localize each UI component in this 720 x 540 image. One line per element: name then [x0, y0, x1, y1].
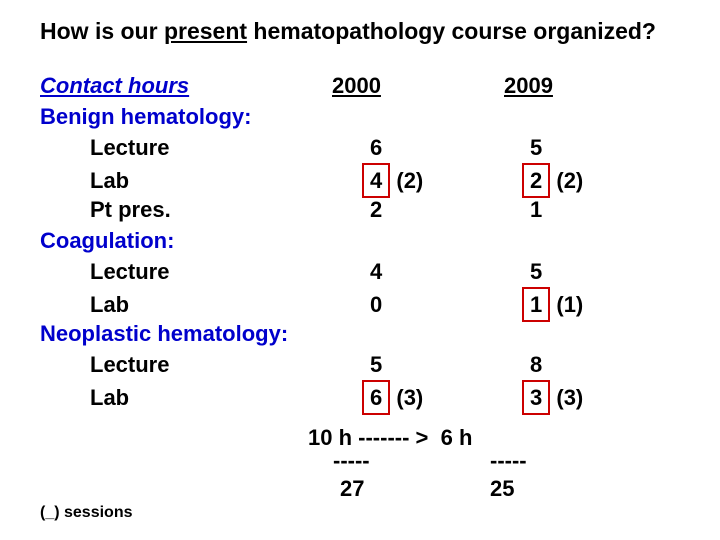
header-col-2009: 2009: [492, 70, 664, 101]
title-underlined: present: [164, 18, 247, 44]
dashes-col2: -----: [490, 448, 527, 474]
neo-lab-2000-paren: (3): [396, 385, 423, 410]
total-2000: 27: [340, 476, 364, 502]
benign-pt-row: Pt pres. 2 1: [40, 194, 680, 225]
benign-lab-2009: 2: [522, 163, 550, 198]
neo-lecture-2009: 8: [530, 349, 690, 380]
arrow-dashes: ------- >: [358, 425, 428, 450]
neo-lab-2000-cell: 6 (3): [370, 380, 530, 415]
title-pre: How is our: [40, 18, 164, 44]
dashes-col1: -----: [333, 448, 370, 474]
footnote: (_) sessions: [40, 504, 132, 522]
coag-lab-2009-paren: (1): [556, 292, 583, 317]
arrow-from: 10 h: [308, 425, 352, 450]
title-post: hematopathology course organized?: [247, 18, 656, 44]
benign-lecture-2000: 6: [370, 132, 530, 163]
neo-lab-2009-cell: 3 (3): [530, 380, 690, 415]
neo-lecture-label: Lecture: [40, 349, 370, 380]
neo-heading: Neoplastic hematology:: [40, 318, 320, 349]
neo-lecture-row: Lecture 5 8: [40, 349, 680, 380]
arrow-to: 6 h: [441, 425, 473, 450]
neo-lab-2009-paren: (3): [556, 385, 583, 410]
neo-lab-row: Lab 6 (3) 3 (3): [40, 380, 680, 411]
benign-lab-2000-paren: (2): [396, 168, 423, 193]
benign-lab-2000: 4: [362, 163, 390, 198]
benign-lab-row: Lab 4 (2) 2 (2): [40, 163, 680, 194]
coag-lab-label: Lab: [40, 289, 370, 320]
benign-pt-2000: 2: [370, 194, 530, 225]
header-col-2000: 2000: [320, 70, 492, 101]
header-label: Contact hours: [40, 70, 320, 101]
section-heading-benign: Benign hematology:: [40, 101, 680, 132]
neo-lab-2000: 6: [362, 380, 390, 415]
content-table: Contact hours 2000 2009 Benign hematolog…: [40, 70, 680, 411]
coag-lecture-2000: 4: [370, 256, 530, 287]
coag-lab-row: Lab 0 1 (1): [40, 287, 680, 318]
benign-lab-2000-cell: 4 (2): [370, 163, 530, 198]
benign-lecture-row: Lecture 6 5: [40, 132, 680, 163]
neo-lab-label: Lab: [40, 382, 370, 413]
coag-lab-2000: 0: [370, 289, 530, 320]
slide: How is our present hematopathology cours…: [0, 0, 720, 540]
section-heading-coag: Coagulation:: [40, 225, 680, 256]
coag-lecture-row: Lecture 4 5: [40, 256, 680, 287]
benign-lab-label: Lab: [40, 165, 370, 196]
neo-lecture-2000: 5: [370, 349, 530, 380]
benign-lecture-label: Lecture: [40, 132, 370, 163]
benign-pt-2009: 1: [530, 194, 690, 225]
benign-lab-2009-paren: (2): [556, 168, 583, 193]
section-heading-neo: Neoplastic hematology:: [40, 318, 680, 349]
coag-lab-2009: 1: [522, 287, 550, 322]
benign-heading: Benign hematology:: [40, 101, 320, 132]
neo-lab-2009: 3: [522, 380, 550, 415]
benign-pt-label: Pt pres.: [40, 194, 370, 225]
total-2009: 25: [490, 476, 514, 502]
coag-lecture-2009: 5: [530, 256, 690, 287]
slide-title: How is our present hematopathology cours…: [40, 18, 656, 45]
benign-lab-2009-cell: 2 (2): [530, 163, 690, 198]
coag-lecture-label: Lecture: [40, 256, 370, 287]
coag-lab-2009-cell: 1 (1): [530, 287, 690, 322]
coag-heading: Coagulation:: [40, 225, 320, 256]
benign-lecture-2009: 5: [530, 132, 690, 163]
header-row: Contact hours 2000 2009: [40, 70, 680, 101]
